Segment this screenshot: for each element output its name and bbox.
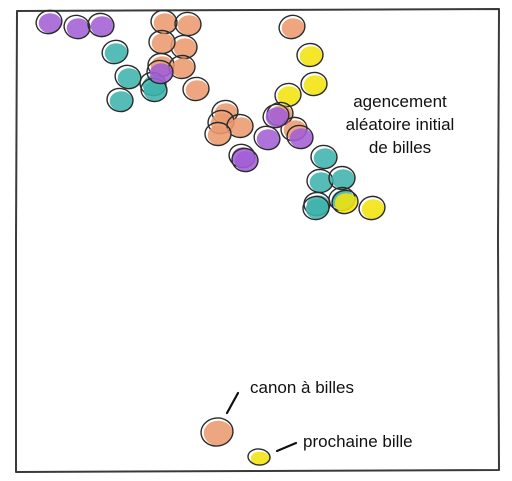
cannon-area: [200, 417, 271, 466]
marble-orange: [182, 76, 210, 102]
marble-teal: [114, 64, 142, 90]
initial-layout-label-line-1: agencement: [353, 92, 447, 111]
marble-teal: [302, 195, 330, 221]
next-marble-label: prochaine bille: [303, 432, 413, 451]
marble-cannon: [200, 417, 234, 447]
marble-yellow: [300, 71, 328, 97]
marble-teal: [101, 39, 129, 65]
next-marble: [247, 448, 271, 466]
board-frame: [15, 8, 500, 473]
marble-yellow: [358, 195, 386, 221]
initial-layout-label-line-2: aléatoire initial: [345, 115, 455, 134]
marble-teal: [310, 144, 338, 170]
marble-orange: [148, 29, 176, 55]
marble-purple: [262, 103, 290, 129]
marble-teal: [328, 165, 356, 191]
marble-teal: [106, 87, 134, 113]
marble-orange: [278, 14, 306, 40]
initial-layout-label: agencement aléatoire initial de billes: [330, 90, 470, 159]
initial-layout-label-line-3: de billes: [368, 138, 432, 157]
marble-yellow: [296, 42, 324, 68]
marble-orange: [204, 121, 232, 147]
marble-yellow: [331, 189, 359, 215]
initial-marble-cluster: [35, 9, 386, 221]
next-marble-pointer-line: [275, 441, 298, 453]
marble-orange: [174, 11, 202, 37]
marble-purple: [35, 9, 63, 35]
cannon-label: canon à billes: [250, 378, 354, 397]
marble-purple: [87, 12, 115, 38]
marble-purple: [286, 124, 314, 150]
cannon-pointer-line: [225, 391, 240, 415]
marble-purple: [231, 147, 259, 173]
marble-purple: [253, 125, 281, 151]
marble-purple: [146, 59, 174, 85]
